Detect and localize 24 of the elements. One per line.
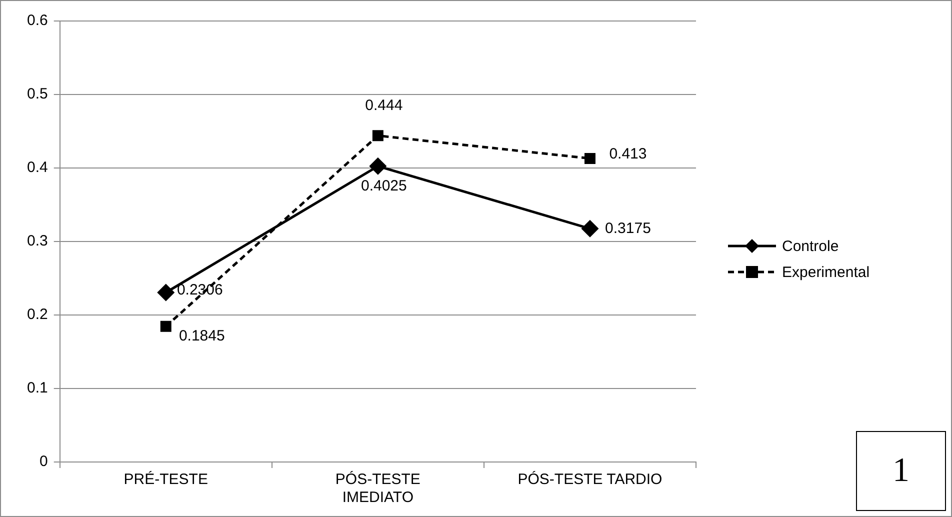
y-tick-label: 0.3 <box>26 232 48 250</box>
point <box>370 158 386 174</box>
x-tick-label: PÓS-TESTE IMEDIATO <box>335 470 420 506</box>
data-label: 0.413 <box>609 146 647 163</box>
y-tick-label: 0 <box>40 453 48 470</box>
point <box>582 220 598 237</box>
point <box>158 284 174 301</box>
data-label: 0.4025 <box>360 177 407 194</box>
x-tick-label: PÓS-TESTE TARDIO <box>518 470 662 488</box>
y-tick-label: 0.1 <box>26 380 48 397</box>
text: 1 <box>856 431 946 511</box>
data-label: 0.3175 <box>605 220 651 237</box>
y-tick-label: 0.6 <box>26 12 48 30</box>
y-tick-label: 0.5 <box>26 86 48 103</box>
point <box>160 320 172 332</box>
point <box>584 152 596 164</box>
legend-label: Experimental <box>782 264 870 280</box>
y-tick-label: 0.2 <box>26 306 48 324</box>
data-label: 0.1845 <box>178 328 225 345</box>
y-tick-label: 0.4 <box>26 159 48 176</box>
point <box>372 130 384 142</box>
data-label: 0.444 <box>365 96 403 114</box>
x-tick-label: PRÉ-TESTE <box>124 470 208 488</box>
legend-label: Controle <box>782 238 839 254</box>
